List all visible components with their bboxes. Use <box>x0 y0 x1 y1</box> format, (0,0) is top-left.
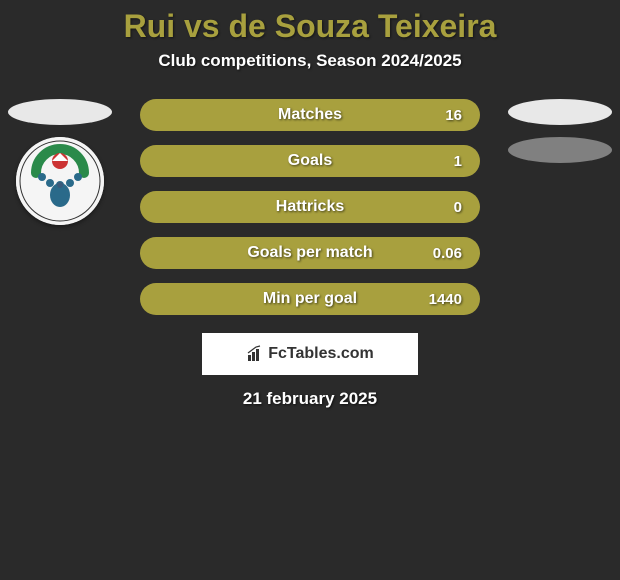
stat-label: Matches <box>278 106 342 124</box>
stat-right-value: 0 <box>422 199 462 216</box>
stat-right-value: 1440 <box>422 291 462 308</box>
left-oval-badge <box>8 99 112 125</box>
stat-right-value: 1 <box>422 153 462 170</box>
stat-label: Goals per match <box>247 244 372 262</box>
date-text: 21 february 2025 <box>243 389 377 409</box>
right-oval-badge-1 <box>508 99 612 125</box>
stat-label: Goals <box>288 152 332 170</box>
comparison-infographic: Rui vs de Souza Teixeira Club competitio… <box>0 0 620 409</box>
right-oval-badge-2 <box>508 137 612 163</box>
watermark-text: FcTables.com <box>268 345 374 363</box>
chart-icon <box>246 345 264 363</box>
stat-right-value: 0.06 <box>422 245 462 262</box>
stat-bars: Matches 16 Goals 1 Hattricks 0 Goals per… <box>140 99 480 315</box>
page-subtitle: Club competitions, Season 2024/2025 <box>158 51 461 71</box>
stat-right-value: 16 <box>422 107 462 124</box>
watermark-badge: FcTables.com <box>202 333 418 375</box>
stat-bar-min-per-goal: Min per goal 1440 <box>140 283 480 315</box>
stat-bar-goals: Goals 1 <box>140 145 480 177</box>
chart-area: CLUB <box>0 99 620 315</box>
page-title: Rui vs de Souza Teixeira <box>124 8 497 45</box>
stat-label: Min per goal <box>263 290 357 308</box>
stat-bar-goals-per-match: Goals per match 0.06 <box>140 237 480 269</box>
stat-bar-hattricks: Hattricks 0 <box>140 191 480 223</box>
left-badges-column: CLUB <box>8 99 112 225</box>
right-badges-column <box>508 99 612 163</box>
peacock-logo-icon: CLUB <box>16 137 104 225</box>
stat-label: Hattricks <box>276 198 344 216</box>
left-team-logo: CLUB <box>16 137 104 225</box>
stat-bar-matches: Matches 16 <box>140 99 480 131</box>
